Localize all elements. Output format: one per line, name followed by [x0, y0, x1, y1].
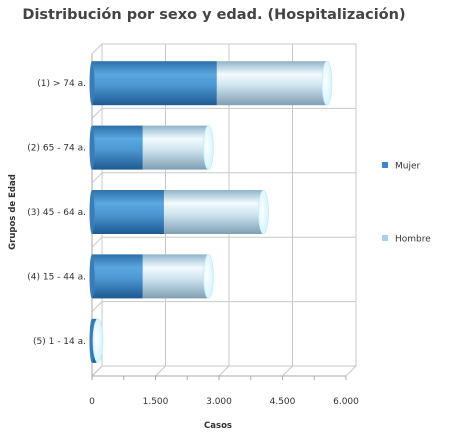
- legend-swatch-mujer: [382, 162, 388, 168]
- bar-start-cap: [89, 318, 95, 363]
- gridline-side: [91, 365, 103, 377]
- bar-end-cap: [92, 318, 104, 364]
- bar-end-cap: [203, 254, 214, 299]
- x-tick-label: 6.000: [333, 397, 359, 407]
- bar-end-cap: [258, 189, 269, 235]
- bar-hombre-3: [163, 190, 264, 234]
- bar-start-cap: [89, 190, 95, 234]
- bar-start-cap: [89, 125, 95, 170]
- x-axis-title: Casos: [204, 421, 232, 431]
- x-tick-label: 1.500: [143, 397, 169, 407]
- chart-title: Distribución por sexo y edad. (Hospitali…: [22, 7, 405, 23]
- bar-mujer-2: [92, 125, 143, 170]
- gridline-floor: [282, 365, 293, 377]
- category-label: (2) 65 - 74 a.: [27, 144, 86, 154]
- x-tick-label: 0: [89, 397, 95, 407]
- x-tick-label: 4.500: [270, 397, 296, 407]
- y-axis-title: Grupos de Edad: [8, 174, 18, 250]
- category-label: (1) > 74 a.: [37, 79, 86, 89]
- bar-hombre-4: [142, 254, 209, 299]
- bar-start-cap: [89, 254, 95, 299]
- legend: Mujer Hombre: [382, 162, 431, 245]
- legend-label-mujer: Mujer: [395, 162, 421, 172]
- gridline-side: [91, 236, 103, 248]
- bars-layer: [89, 60, 333, 364]
- bar-end-cap: [203, 125, 214, 170]
- legend-label-hombre: Hombre: [395, 235, 431, 245]
- gridline-side: [91, 172, 103, 184]
- x-tick-labels: 0 1.500 3.000 4.500 6.000: [89, 397, 359, 407]
- bar-end-cap: [321, 60, 333, 106]
- bar-mujer-4: [92, 254, 143, 299]
- category-label: (5) 1 - 14 a.: [33, 337, 86, 347]
- gridline-side: [91, 43, 103, 55]
- category-label: (4) 15 - 44 a.: [27, 272, 86, 282]
- bar-mujer-1: [92, 61, 217, 106]
- gridline-side: [91, 108, 103, 119]
- legend-swatch-hombre: [382, 235, 388, 241]
- gridline-floor: [218, 365, 230, 377]
- gridline-floor: [345, 365, 357, 377]
- bar-hombre-2: [142, 125, 209, 170]
- category-labels: (1) > 74 a. (2) 65 - 74 a. (3) 45 - 64 a. (…: [27, 79, 86, 347]
- gridline-floor: [155, 365, 166, 377]
- gridline-side: [91, 301, 103, 312]
- bar-hombre-1: [216, 61, 327, 106]
- bar-start-cap: [89, 61, 95, 106]
- x-tick-label: 3.000: [206, 397, 232, 407]
- bar-mujer-3: [92, 190, 164, 234]
- category-label: (3) 45 - 64 a.: [27, 208, 86, 218]
